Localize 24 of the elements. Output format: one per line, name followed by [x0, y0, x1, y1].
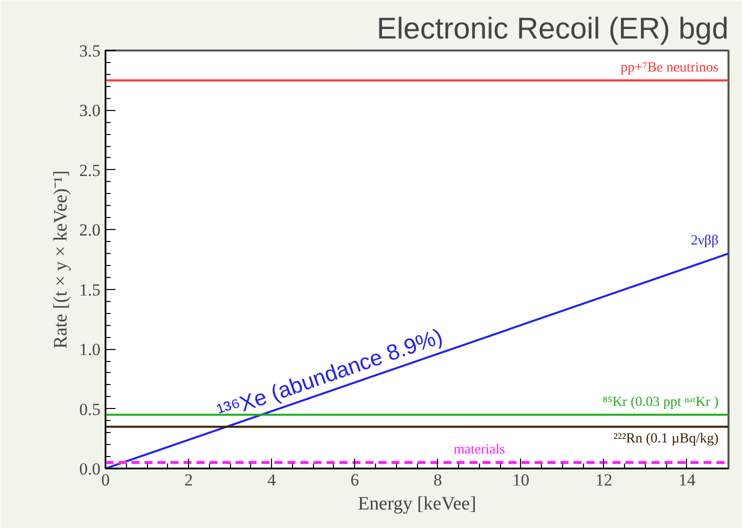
x-axis-title: Energy [keVee]: [358, 494, 476, 514]
series-label: pp+⁷Be neutrinos: [620, 60, 719, 76]
series-label: ⁸⁵Kr (0.03 ppt ⁿᵃᵗKr ): [602, 394, 719, 410]
x-tick-label: 0: [101, 470, 110, 490]
y-tick-label: 2.0: [79, 220, 100, 240]
y-tick-label: 3.5: [79, 42, 100, 60]
series-label: materials: [454, 442, 505, 458]
series-label: 2νββ: [690, 234, 718, 249]
x-tick-label: 14: [678, 470, 696, 490]
y-tick-label: 3.0: [79, 101, 100, 120]
y-tick-label: 1.5: [79, 280, 100, 300]
x-tick-label: 2: [184, 470, 193, 490]
chart-title: Electronic Recoil (ER) bgd: [376, 12, 728, 46]
x-tick-label: 12: [595, 470, 612, 490]
x-tick-label: 10: [512, 470, 530, 490]
x-tick-label: 8: [434, 470, 442, 490]
series-label: ²²²Rn (0.1 µBq/kg): [613, 432, 719, 447]
y-tick-label: 0.0: [79, 460, 100, 478]
y-tick-label: 2.5: [79, 160, 100, 180]
y-axis-title: Rate [(t × y × keVee)⁻¹]: [50, 170, 72, 349]
y-tick-label: 1.0: [79, 340, 100, 360]
x-tick-label: 6: [350, 470, 359, 490]
y-tick-label: 0.5: [79, 400, 100, 419]
x-tick-label: 4: [267, 470, 276, 490]
